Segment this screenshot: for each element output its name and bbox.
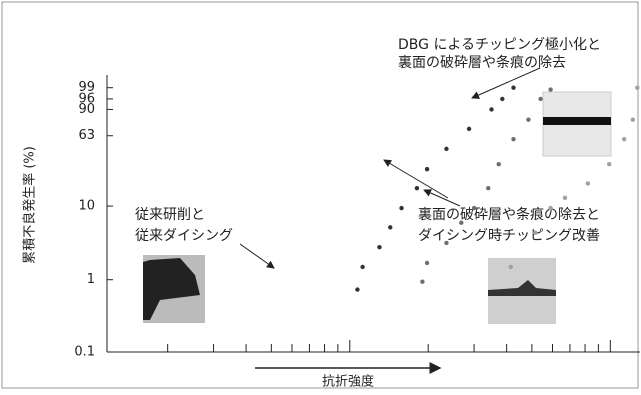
y-tick-label: 99 — [78, 80, 95, 95]
point — [467, 127, 471, 131]
point — [360, 265, 364, 269]
y-tick-label: 0.1 — [74, 345, 95, 360]
point — [472, 206, 476, 210]
y-tick-label: 1 — [87, 272, 95, 287]
point — [563, 196, 567, 200]
point — [548, 206, 552, 210]
point — [486, 186, 490, 190]
point — [459, 221, 463, 225]
point — [500, 97, 504, 101]
point — [526, 117, 530, 121]
point — [415, 186, 419, 190]
point — [635, 86, 639, 90]
y-axis-label: 累積不良発生率 (%) — [22, 146, 38, 264]
arrow — [240, 244, 274, 268]
point — [511, 137, 515, 141]
y-tick-label: 63 — [78, 128, 95, 143]
point — [586, 181, 590, 185]
x-axis-label: 抗折強度 — [322, 374, 374, 390]
point — [425, 167, 429, 171]
point — [631, 117, 635, 121]
point — [377, 245, 381, 249]
annotation: 従来研削と — [135, 207, 205, 223]
point — [548, 87, 552, 91]
point — [399, 206, 403, 210]
photo-band — [543, 117, 611, 125]
point — [355, 287, 359, 291]
arrow — [424, 190, 460, 206]
annotation: 裏面の破砕層や条痕の除去 — [398, 54, 566, 71]
annotation: 従来ダイシング — [135, 228, 233, 244]
arrow — [472, 68, 540, 98]
point — [538, 97, 542, 101]
point — [420, 279, 424, 283]
chart: 累積不良発生率 (%) 抗折強度 DBG によるチッピング極小化と 裏面の破砕層… — [0, 0, 641, 391]
annotation: 裏面の破砕層や条痕の除去と — [418, 206, 600, 223]
point — [444, 147, 448, 151]
annotation: DBG によるチッピング極小化と — [398, 37, 601, 53]
point — [509, 265, 513, 269]
point — [388, 225, 392, 229]
point — [622, 137, 626, 141]
point — [607, 162, 611, 166]
point — [444, 241, 448, 245]
point — [511, 86, 515, 90]
y-tick-label: 10 — [78, 199, 95, 214]
point — [533, 231, 537, 235]
arrow — [384, 160, 448, 198]
point — [497, 162, 501, 166]
point — [425, 261, 429, 265]
point — [489, 107, 493, 111]
